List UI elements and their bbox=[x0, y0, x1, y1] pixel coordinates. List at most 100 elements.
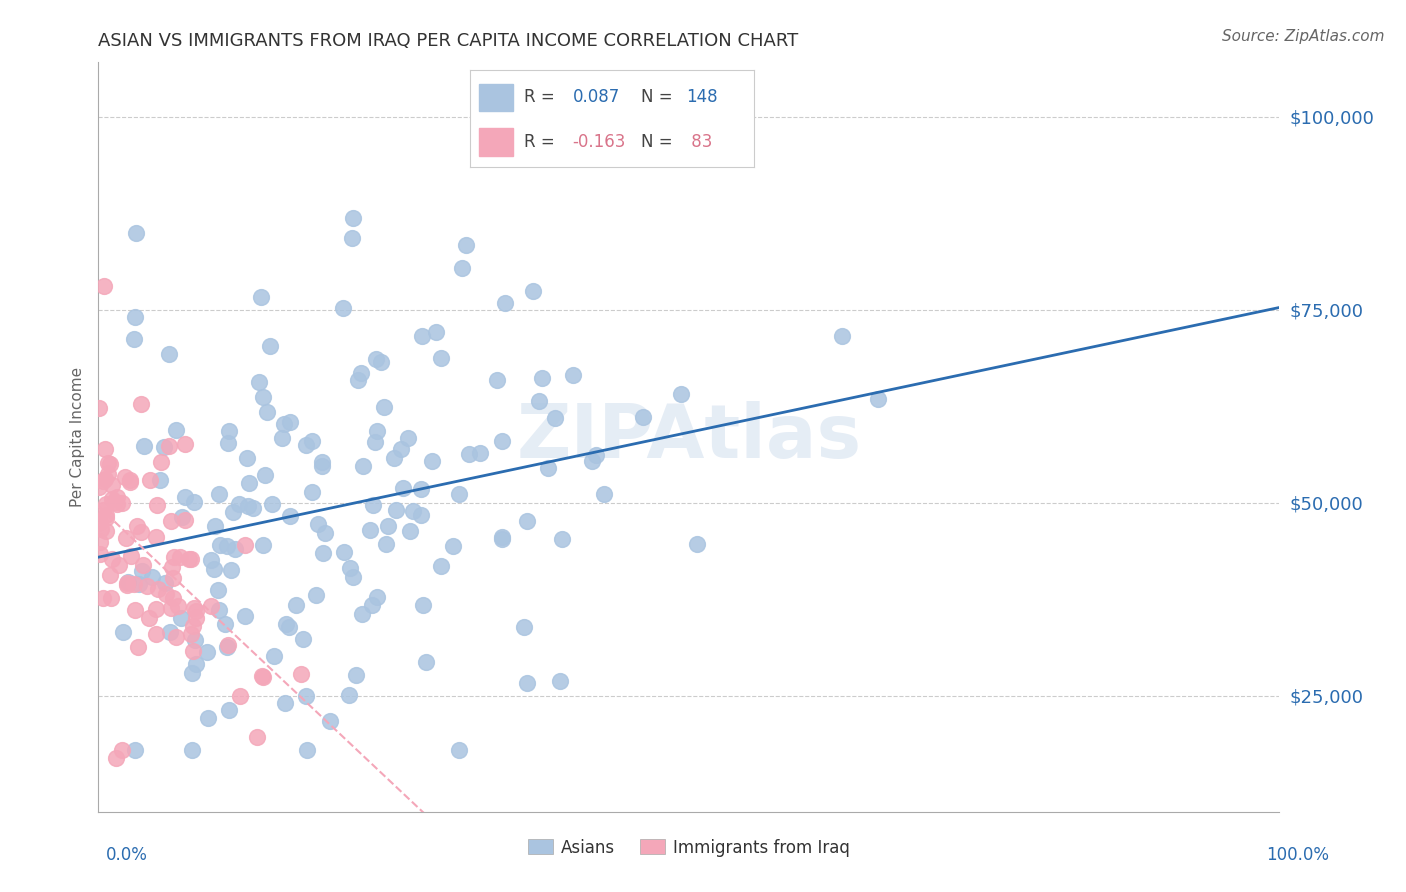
Point bbox=[235, 450, 257, 465]
Point bbox=[132, 439, 155, 453]
Point bbox=[218, 703, 240, 717]
Point bbox=[145, 626, 167, 640]
Point bbox=[399, 524, 422, 538]
Point bbox=[160, 601, 183, 615]
Point bbox=[311, 459, 333, 474]
Point bbox=[385, 502, 408, 516]
Point bbox=[174, 513, 197, 527]
Point bbox=[319, 714, 342, 728]
Point bbox=[128, 577, 150, 591]
Point bbox=[160, 559, 183, 574]
Point bbox=[271, 431, 294, 445]
Point bbox=[200, 553, 222, 567]
Point bbox=[105, 750, 128, 764]
Point bbox=[145, 602, 167, 616]
Point bbox=[172, 509, 194, 524]
Point bbox=[93, 279, 115, 293]
Point bbox=[104, 495, 127, 509]
Legend: Asians, Immigrants from Iraq: Asians, Immigrants from Iraq bbox=[522, 832, 856, 863]
Point bbox=[96, 456, 118, 470]
Point bbox=[159, 624, 181, 639]
Point bbox=[122, 331, 145, 345]
Point bbox=[153, 440, 176, 454]
Point bbox=[259, 339, 281, 353]
Point bbox=[165, 630, 187, 644]
Point bbox=[263, 649, 285, 664]
Point bbox=[352, 607, 374, 622]
Point bbox=[247, 375, 270, 389]
Point bbox=[105, 497, 128, 511]
Point bbox=[98, 568, 121, 582]
Point bbox=[366, 590, 388, 604]
Point bbox=[114, 531, 136, 545]
Point bbox=[491, 530, 513, 544]
Point bbox=[224, 541, 246, 556]
Point bbox=[451, 260, 474, 275]
Point bbox=[115, 576, 138, 591]
Point bbox=[412, 598, 434, 612]
Point bbox=[222, 505, 245, 519]
Point bbox=[516, 676, 538, 690]
Point bbox=[118, 473, 141, 487]
Point bbox=[585, 449, 607, 463]
Point bbox=[278, 415, 301, 429]
Point bbox=[389, 442, 412, 456]
Point bbox=[491, 434, 513, 448]
Point bbox=[94, 524, 117, 538]
Point bbox=[360, 523, 382, 537]
Point bbox=[295, 690, 318, 704]
Point bbox=[429, 558, 451, 573]
Point bbox=[127, 640, 149, 655]
Point bbox=[217, 539, 239, 553]
Point bbox=[131, 565, 153, 579]
Text: 0.0%: 0.0% bbox=[105, 846, 148, 863]
Point bbox=[89, 547, 111, 561]
Point bbox=[183, 495, 205, 509]
Point bbox=[209, 538, 232, 552]
Point bbox=[457, 446, 479, 460]
Point bbox=[117, 575, 139, 590]
Point bbox=[180, 743, 202, 757]
Point bbox=[561, 368, 583, 382]
Point bbox=[344, 668, 367, 682]
Point bbox=[138, 611, 160, 625]
Point bbox=[447, 487, 470, 501]
Point bbox=[89, 401, 111, 415]
Point bbox=[550, 674, 572, 689]
Point bbox=[132, 558, 155, 573]
Point bbox=[373, 401, 395, 415]
Point bbox=[87, 480, 110, 494]
Point bbox=[153, 575, 176, 590]
Point bbox=[252, 669, 274, 683]
Point bbox=[252, 670, 274, 684]
Point bbox=[181, 619, 204, 633]
Point bbox=[180, 666, 202, 681]
Point bbox=[551, 532, 574, 546]
Point bbox=[114, 470, 136, 484]
Point bbox=[180, 626, 202, 640]
Point bbox=[273, 417, 295, 431]
Point bbox=[278, 620, 301, 634]
Point bbox=[276, 616, 298, 631]
Point bbox=[447, 743, 470, 757]
Point bbox=[96, 508, 118, 522]
Point bbox=[90, 522, 112, 536]
Point bbox=[409, 508, 432, 523]
Point bbox=[124, 743, 146, 757]
Point bbox=[301, 484, 323, 499]
Point bbox=[346, 373, 368, 387]
Point bbox=[136, 579, 159, 593]
Point bbox=[252, 390, 274, 404]
Point bbox=[485, 373, 508, 387]
Point bbox=[301, 434, 323, 448]
Point bbox=[340, 231, 363, 245]
Point bbox=[529, 394, 551, 409]
Point bbox=[94, 498, 117, 512]
Point bbox=[377, 519, 399, 533]
Point bbox=[242, 501, 264, 516]
Point bbox=[125, 227, 148, 241]
Point bbox=[236, 499, 259, 513]
Point bbox=[217, 638, 239, 652]
Y-axis label: Per Capita Income: Per Capita Income bbox=[69, 367, 84, 508]
Point bbox=[686, 537, 709, 551]
